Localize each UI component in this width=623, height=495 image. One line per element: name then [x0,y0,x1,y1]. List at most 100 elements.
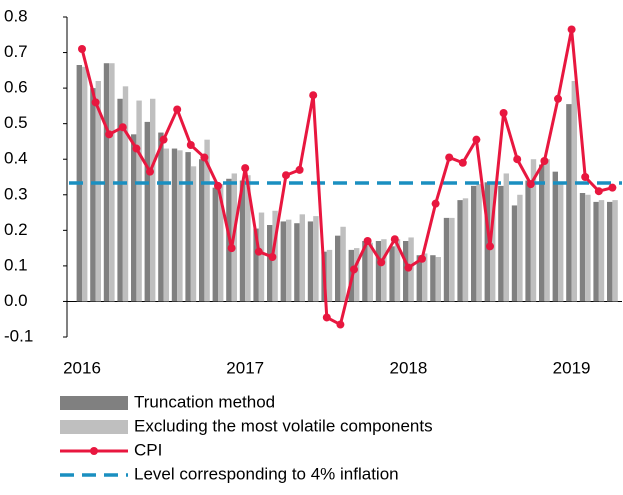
cpi-marker [173,105,182,114]
bar [109,63,115,302]
cpi-marker [458,158,467,167]
bar [490,184,496,302]
legend-label: Level corresponding to 4% inflation [134,464,399,483]
bar [163,148,169,302]
cpi-marker [254,247,263,256]
bar [122,86,129,302]
bar [476,184,482,302]
cpi-marker [282,171,290,180]
cpi-marker [91,98,100,107]
cpi-marker [377,258,386,267]
bar [462,198,469,302]
bar [136,100,142,302]
y-tick-label: -0.1 [4,326,33,345]
bar [394,239,401,302]
bar [131,134,137,302]
bar [313,216,319,302]
bar [585,194,591,302]
bar [212,187,218,302]
cpi-marker [322,313,331,322]
cpi-marker [540,157,549,165]
bar [177,150,183,302]
bar [367,242,373,302]
cpi-marker [105,130,114,139]
bar [525,180,531,302]
bar [82,66,88,302]
bar [389,246,395,302]
y-tick-label: 0.8 [4,6,28,25]
bar [435,257,441,302]
cpi-marker [486,242,494,251]
cpi-marker [581,173,590,181]
cpi-line [80,27,613,327]
bar [471,185,477,302]
bar [552,171,558,302]
cpi-marker [499,109,508,117]
bar [598,200,605,302]
bar [375,241,382,302]
bar [280,221,286,302]
cpi-marker [513,155,522,164]
bar [95,81,101,302]
bar [354,248,360,302]
bar [607,201,613,302]
bar [539,164,545,302]
bar [286,219,292,302]
bar [558,184,564,302]
bar [571,81,577,302]
cpi-marker [309,91,318,100]
bar [267,225,273,302]
bar [150,98,156,302]
y-tick-label: 0.3 [4,184,28,203]
bar [117,98,123,302]
bar [422,253,428,302]
bar [171,148,178,302]
bar [103,63,110,302]
bar [443,217,450,302]
bar [362,241,368,302]
cpi-marker [350,265,358,274]
x-tick-label: 2016 [63,358,101,377]
bar [530,159,537,302]
cpi-marker [472,135,481,144]
y-tick-label: 0.0 [4,291,28,310]
cpi-marker [78,45,86,53]
y-tick-label: 0.1 [4,255,28,274]
bar [498,185,504,302]
bar [294,223,300,302]
x-tick-label: 2017 [226,358,264,377]
bar [299,214,305,302]
x-tick-label: 2018 [389,358,427,377]
cpi-marker [146,167,154,176]
x-tick-label: 2019 [553,358,591,377]
legend-swatch [60,396,128,410]
bar [326,249,333,302]
cpi-marker [268,253,277,261]
cpi-marker [227,244,236,253]
bar [403,241,409,302]
cpi-marker [132,144,141,153]
cpi-marker [567,25,576,34]
bar [511,205,518,302]
cpi-marker [431,199,440,208]
bar [307,221,314,302]
bar [144,121,150,302]
cpi-marker [200,153,209,162]
bar [579,193,586,302]
bar [90,88,96,302]
bar [158,132,164,302]
bar [612,200,618,302]
cpi-marker [404,263,413,272]
y-tick-label: 0.7 [4,42,28,61]
legend-marker [90,447,98,455]
cpi-marker [241,164,250,173]
cpi-marker [295,165,304,174]
cpi-marker [526,180,535,189]
y-tick-label: 0.5 [4,113,28,132]
bar [430,255,436,302]
bar [381,239,387,302]
legend-swatch [60,420,128,434]
cpi-marker [363,237,372,245]
bar [253,228,259,302]
